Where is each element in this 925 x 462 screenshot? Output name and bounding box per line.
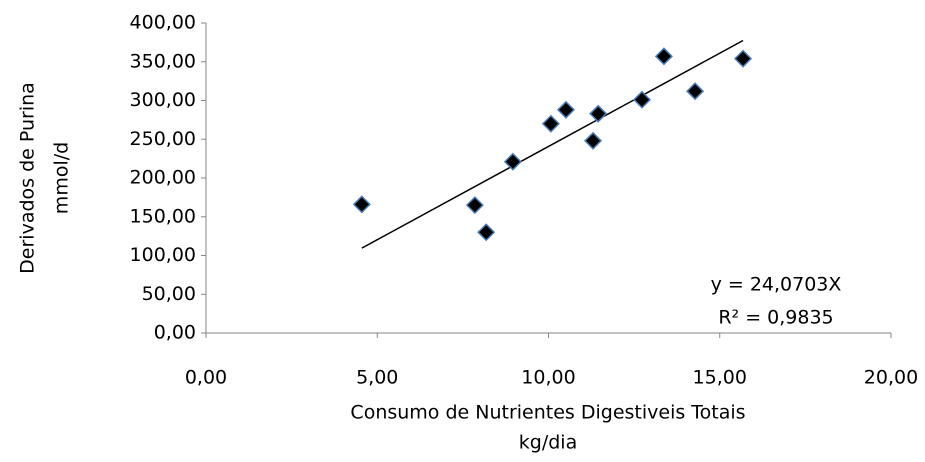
point — [589, 104, 608, 123]
y-tick-label: 350,00 — [130, 50, 196, 72]
trend-equation: y = 24,0703X — [711, 274, 842, 296]
point — [556, 100, 576, 119]
point — [477, 223, 496, 242]
x-tick-label: 0,00 — [185, 367, 227, 389]
x-axis-title: Consumo de Nutrientes Digestiveis Totais — [350, 402, 745, 424]
y-tick-label: 250,00 — [130, 128, 196, 150]
point — [465, 196, 484, 215]
trend-r2: R² = 0,9835 — [718, 307, 833, 329]
y-tick-label: 0,00 — [154, 322, 196, 344]
y-axis-title: Derivados de Purina — [17, 82, 39, 274]
y-tick-label: 300,00 — [130, 89, 196, 111]
point — [632, 90, 652, 109]
trendline — [361, 39, 744, 249]
point — [541, 114, 560, 133]
x-tick-label: 20,00 — [864, 367, 918, 389]
y-tick-label: 150,00 — [130, 205, 196, 227]
point — [352, 195, 371, 214]
point — [583, 131, 603, 150]
x-tick-label: 15,00 — [693, 367, 747, 389]
y-tick-label: 50,00 — [142, 283, 196, 305]
y-tick-label: 400,00 — [130, 12, 196, 34]
x-tick-label: 10,00 — [521, 367, 575, 389]
point — [503, 152, 522, 171]
point — [733, 49, 753, 68]
x-axis-title: kg/dia — [519, 432, 577, 454]
y-tick-label: 200,00 — [130, 167, 196, 189]
x-tick-label: 5,00 — [356, 367, 398, 389]
y-axis-title: mmol/d — [51, 142, 73, 214]
y-tick-label: 100,00 — [130, 244, 196, 266]
point — [686, 82, 705, 101]
point — [654, 47, 673, 66]
